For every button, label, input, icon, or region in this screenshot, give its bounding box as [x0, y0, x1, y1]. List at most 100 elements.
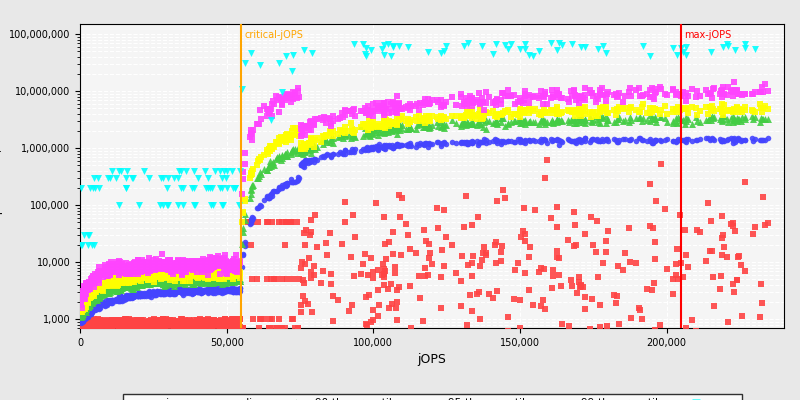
- 90-th percentile: [188, 274, 201, 280]
- 99-th percentile: [78, 296, 91, 302]
- min: [188, 323, 201, 330]
- 95-th percentile: [79, 301, 92, 308]
- 99-th percentile: [150, 262, 162, 269]
- 99-th percentile: [163, 260, 176, 266]
- 90-th percentile: [410, 122, 423, 128]
- median: [274, 184, 287, 190]
- median: [568, 138, 581, 144]
- 90-th percentile: [195, 278, 208, 284]
- 99-th percentile: [402, 102, 414, 109]
- 90-th percentile: [224, 276, 237, 282]
- min: [229, 324, 242, 330]
- 90-th percentile: [357, 133, 370, 139]
- 90-th percentile: [474, 121, 486, 127]
- 95-th percentile: [167, 272, 180, 279]
- min: [535, 303, 548, 309]
- 95-th percentile: [161, 269, 174, 275]
- max: [227, 185, 240, 191]
- min: [90, 320, 103, 326]
- median: [218, 288, 231, 294]
- min: [170, 321, 183, 328]
- 95-th percentile: [104, 275, 117, 282]
- 90-th percentile: [590, 115, 603, 122]
- 90-th percentile: [150, 275, 162, 281]
- 90-th percentile: [250, 175, 263, 182]
- min: [271, 325, 284, 331]
- 90-th percentile: [298, 149, 311, 156]
- 90-th percentile: [110, 288, 123, 294]
- 99-th percentile: [118, 269, 130, 276]
- 95-th percentile: [612, 108, 625, 115]
- 90-th percentile: [173, 279, 186, 286]
- 99-th percentile: [306, 121, 319, 128]
- min: [404, 283, 417, 289]
- min: [195, 324, 208, 330]
- 95-th percentile: [371, 124, 384, 130]
- median: [104, 299, 117, 306]
- 95-th percentile: [234, 275, 246, 281]
- median: [123, 294, 136, 300]
- median: [134, 292, 147, 298]
- min: [574, 284, 586, 291]
- median: [285, 179, 298, 185]
- min: [203, 316, 216, 323]
- 99-th percentile: [518, 91, 531, 98]
- min: [208, 316, 221, 323]
- 95-th percentile: [514, 106, 526, 112]
- min: [110, 317, 123, 323]
- max: [180, 168, 193, 174]
- 90-th percentile: [477, 123, 490, 130]
- 99-th percentile: [633, 85, 646, 91]
- min: [157, 321, 170, 328]
- 90-th percentile: [90, 296, 103, 303]
- min: [379, 255, 392, 262]
- median: [434, 143, 447, 149]
- 99-th percentile: [180, 261, 193, 268]
- min: [450, 270, 462, 276]
- 90-th percentile: [297, 151, 310, 158]
- 95-th percentile: [211, 269, 224, 276]
- 90-th percentile: [187, 274, 200, 280]
- 99-th percentile: [264, 108, 277, 115]
- 90-th percentile: [166, 281, 178, 287]
- 99-th percentile: [125, 263, 138, 269]
- 95-th percentile: [159, 274, 172, 281]
- median: [187, 290, 200, 296]
- 95-th percentile: [170, 275, 183, 282]
- 90-th percentile: [78, 304, 91, 310]
- 95-th percentile: [518, 107, 531, 113]
- 90-th percentile: [346, 133, 358, 140]
- 95-th percentile: [154, 271, 166, 278]
- median: [176, 289, 189, 296]
- max: [89, 185, 102, 191]
- 90-th percentile: [121, 281, 134, 287]
- median: [159, 288, 172, 294]
- 99-th percentile: [258, 102, 270, 109]
- 99-th percentile: [217, 261, 230, 267]
- median: [610, 136, 622, 143]
- 99-th percentile: [252, 121, 265, 128]
- min: [137, 319, 150, 326]
- 99-th percentile: [126, 268, 138, 275]
- 95-th percentile: [75, 303, 88, 309]
- 95-th percentile: [162, 271, 175, 278]
- min: [474, 263, 486, 269]
- max: [161, 202, 174, 208]
- median: [75, 319, 88, 326]
- min: [362, 272, 374, 278]
- 99-th percentile: [158, 263, 171, 269]
- min: [140, 319, 153, 325]
- 95-th percentile: [518, 110, 530, 116]
- 95-th percentile: [110, 279, 123, 285]
- 90-th percentile: [176, 278, 189, 285]
- median: [82, 312, 94, 318]
- median: [166, 288, 179, 294]
- 95-th percentile: [413, 113, 426, 119]
- 95-th percentile: [86, 288, 99, 295]
- median: [345, 148, 358, 155]
- median: [143, 291, 156, 298]
- min: [402, 232, 415, 239]
- min: [596, 370, 609, 376]
- 95-th percentile: [162, 270, 174, 276]
- 95-th percentile: [117, 272, 130, 279]
